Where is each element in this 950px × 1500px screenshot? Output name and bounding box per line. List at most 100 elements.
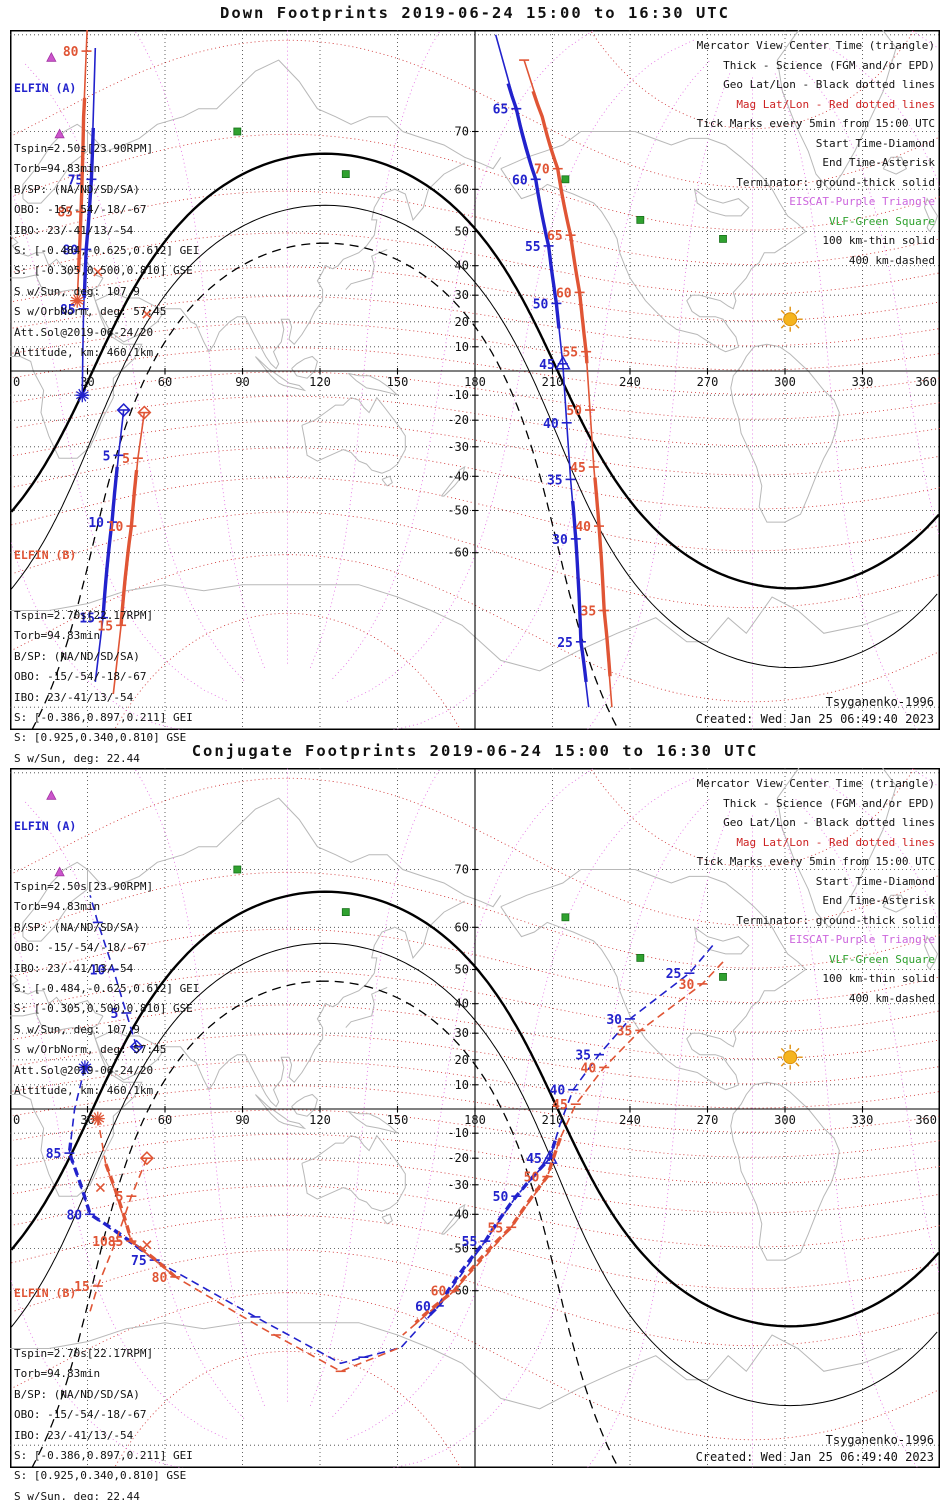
info-line: S: [0.925,0.340,0.810] GSE — [14, 1469, 187, 1483]
minute-label: 45 — [539, 358, 555, 373]
minute-label: 60 — [512, 173, 528, 188]
minute-label: 40 — [550, 1084, 566, 1099]
minute-label: 15 — [97, 619, 113, 634]
minute-label: 55 — [462, 1235, 478, 1250]
lat-tick-label: -10 — [447, 1126, 469, 1140]
minute-label: 50 — [493, 1190, 509, 1205]
minute-label: 40 — [575, 520, 591, 535]
start-time-diamond-icon — [137, 405, 152, 420]
lon-tick-label: 300 — [774, 1113, 796, 1127]
legend-line: 400 km-dashed — [848, 991, 935, 1005]
lon-tick-label: 330 — [852, 1113, 874, 1127]
science-zone-line — [414, 1137, 562, 1324]
mag-lon-grid — [10, 768, 940, 1468]
conjugate-footprints-map: 0 30 60 90 120 150 180 210 240 270 300 330 360 70 60 50… — [10, 768, 940, 1500]
legend-line: Thick - Science (FGM and/or EPD) — [723, 58, 935, 72]
science-zone-line — [67, 1137, 143, 1252]
legend-line: Start Time-Diamond — [815, 136, 935, 150]
info-line: S: [-0.386,0.897,0.211] GEI — [14, 1449, 193, 1463]
elfin-a-label: ELFIN (A) — [14, 80, 77, 95]
lat-tick-label: 40 — [455, 259, 469, 273]
terminator-100km-line — [10, 204, 938, 669]
sun — [777, 306, 803, 332]
eiscat-triangle-icon — [54, 866, 65, 877]
start-time-diamond-icon — [129, 1039, 144, 1054]
down-footprints-title: Down Footprints 2019-06-24 15:00 to 16:3… — [220, 4, 730, 22]
lon-tick-label: 360 — [915, 375, 937, 389]
center-time-triangle-icon — [555, 355, 571, 370]
elfin-a-info-lines: Tspin=2.50s[23.90RPM] Torb=94.83min B/SP: … — [14, 877, 199, 1101]
vlf-station-square-icon — [719, 972, 727, 981]
minute-label: 5 — [103, 449, 111, 464]
legend-block: Mercator View Center Time (triangle) Thic… — [697, 774, 935, 1008]
legend-line: Terminator: ground-thick solid — [736, 175, 935, 189]
minute-label: 15 — [79, 612, 95, 627]
minute-label: 80 — [152, 1271, 168, 1286]
science-zone-line — [424, 1140, 557, 1320]
axes: 0 30 60 90 120 150 180 210 240 270 300 330 360 70 60 50… — [10, 768, 940, 1468]
science-zone-line — [593, 477, 612, 677]
x-markers — [93, 267, 152, 319]
minute-label: 10 — [90, 964, 106, 979]
lon-tick-label: 210 — [542, 1113, 564, 1127]
minute-label: 40 — [581, 1061, 597, 1076]
created-timestamp: Created: Wed Jan 25 06:49:40 2023 — [695, 1450, 934, 1464]
terminator — [10, 890, 940, 1468]
minute-label: 25 — [557, 636, 573, 651]
legend-line: Mag Lat/Lon - Red dotted lines — [736, 97, 935, 111]
legend-line: 100 km-thin solid — [822, 972, 935, 985]
x-marker-icon — [93, 267, 103, 277]
lon-tick-label: 240 — [619, 375, 641, 389]
science-zone-line — [104, 1162, 177, 1279]
model-credit: Tsyganenko-1996 — [825, 695, 934, 709]
lat-tick-label: -40 — [447, 1207, 469, 1221]
legend-line: Geo Lat/Lon - Black dotted lines — [723, 816, 935, 829]
terminator — [10, 152, 940, 730]
minute-label: 70 — [534, 163, 550, 178]
terminator-ground-line — [10, 152, 940, 590]
legend-line: Geo Lat/Lon - Black dotted lines — [723, 78, 935, 91]
x-marker-icon — [95, 1183, 105, 1193]
lat-tick-label: 70 — [455, 863, 469, 877]
elfin-a-info-block: ELFIN (A) Tspin=2.50s[23.90RPM] Torb=94.8… — [14, 37, 199, 404]
lon-tick-label: 0 — [13, 1113, 20, 1127]
info-line: Tspin=2.50s[23.90RPM] — [14, 880, 154, 894]
minute-label: 10 — [108, 520, 124, 535]
lon-tick-label: 120 — [309, 1113, 331, 1127]
minute-label: 85 — [108, 1235, 124, 1250]
lat-tick-label: 70 — [455, 125, 469, 139]
coastlines — [10, 30, 938, 672]
eiscat-triangle-icon — [46, 51, 57, 62]
info-line: B/SP: (NA/ND/SD/SA) — [14, 920, 140, 934]
minute-label: 30 — [552, 533, 568, 548]
minute-label: 75 — [68, 173, 84, 188]
minute-label: 35 — [617, 1024, 633, 1039]
legend-line: Mercator View Center Time (triangle) — [696, 777, 935, 790]
elfin-b-label: ELFIN (B) — [14, 1285, 77, 1300]
down-footprints-canvas: 0 30 60 90 120 150 180 210 240 270 300 330 360 70 60 50… — [10, 30, 940, 730]
info-line: Att.Sol@2019-06-24/20 — [14, 325, 154, 339]
science-zone-line — [82, 127, 95, 299]
terminator-400km-line — [31, 242, 620, 730]
vlf-station-square-icon — [233, 865, 242, 874]
model-credit: Tsyganenko-1996 — [825, 1433, 934, 1447]
lon-tick-label: 180 — [464, 1113, 486, 1127]
legend-line: Thick - Science (FGM and/or EPD) — [723, 796, 935, 810]
x-marker-icon — [142, 1240, 152, 1250]
lat-tick-label: 30 — [455, 288, 469, 302]
science-zone-line — [119, 469, 139, 626]
info-line: B/SP: (NA/ND/SD/SA) — [14, 182, 140, 196]
minute-label: 30 — [606, 1013, 622, 1028]
minute-label: 35 — [575, 1049, 591, 1064]
lon-tick-label: 270 — [697, 375, 719, 389]
minute-label: 65 — [547, 229, 563, 244]
lon-tick-label: 300 — [774, 375, 796, 389]
info-line: Torb=94.83min — [14, 629, 101, 643]
lat-tick-label: 10 — [455, 340, 469, 354]
axes: 0 30 60 90 120 150 180 210 240 270 300 330 360 70 60 50… — [10, 30, 940, 730]
minute-label: 45 — [570, 461, 586, 476]
elfin-b-info-block: ELFIN (B) Tspin=2.70s[22.17RPM] Torb=94.8… — [14, 1242, 193, 1500]
minute-label: 50 — [524, 1171, 540, 1186]
info-line: S w/Sun, deg: 22.44 — [14, 1489, 140, 1500]
